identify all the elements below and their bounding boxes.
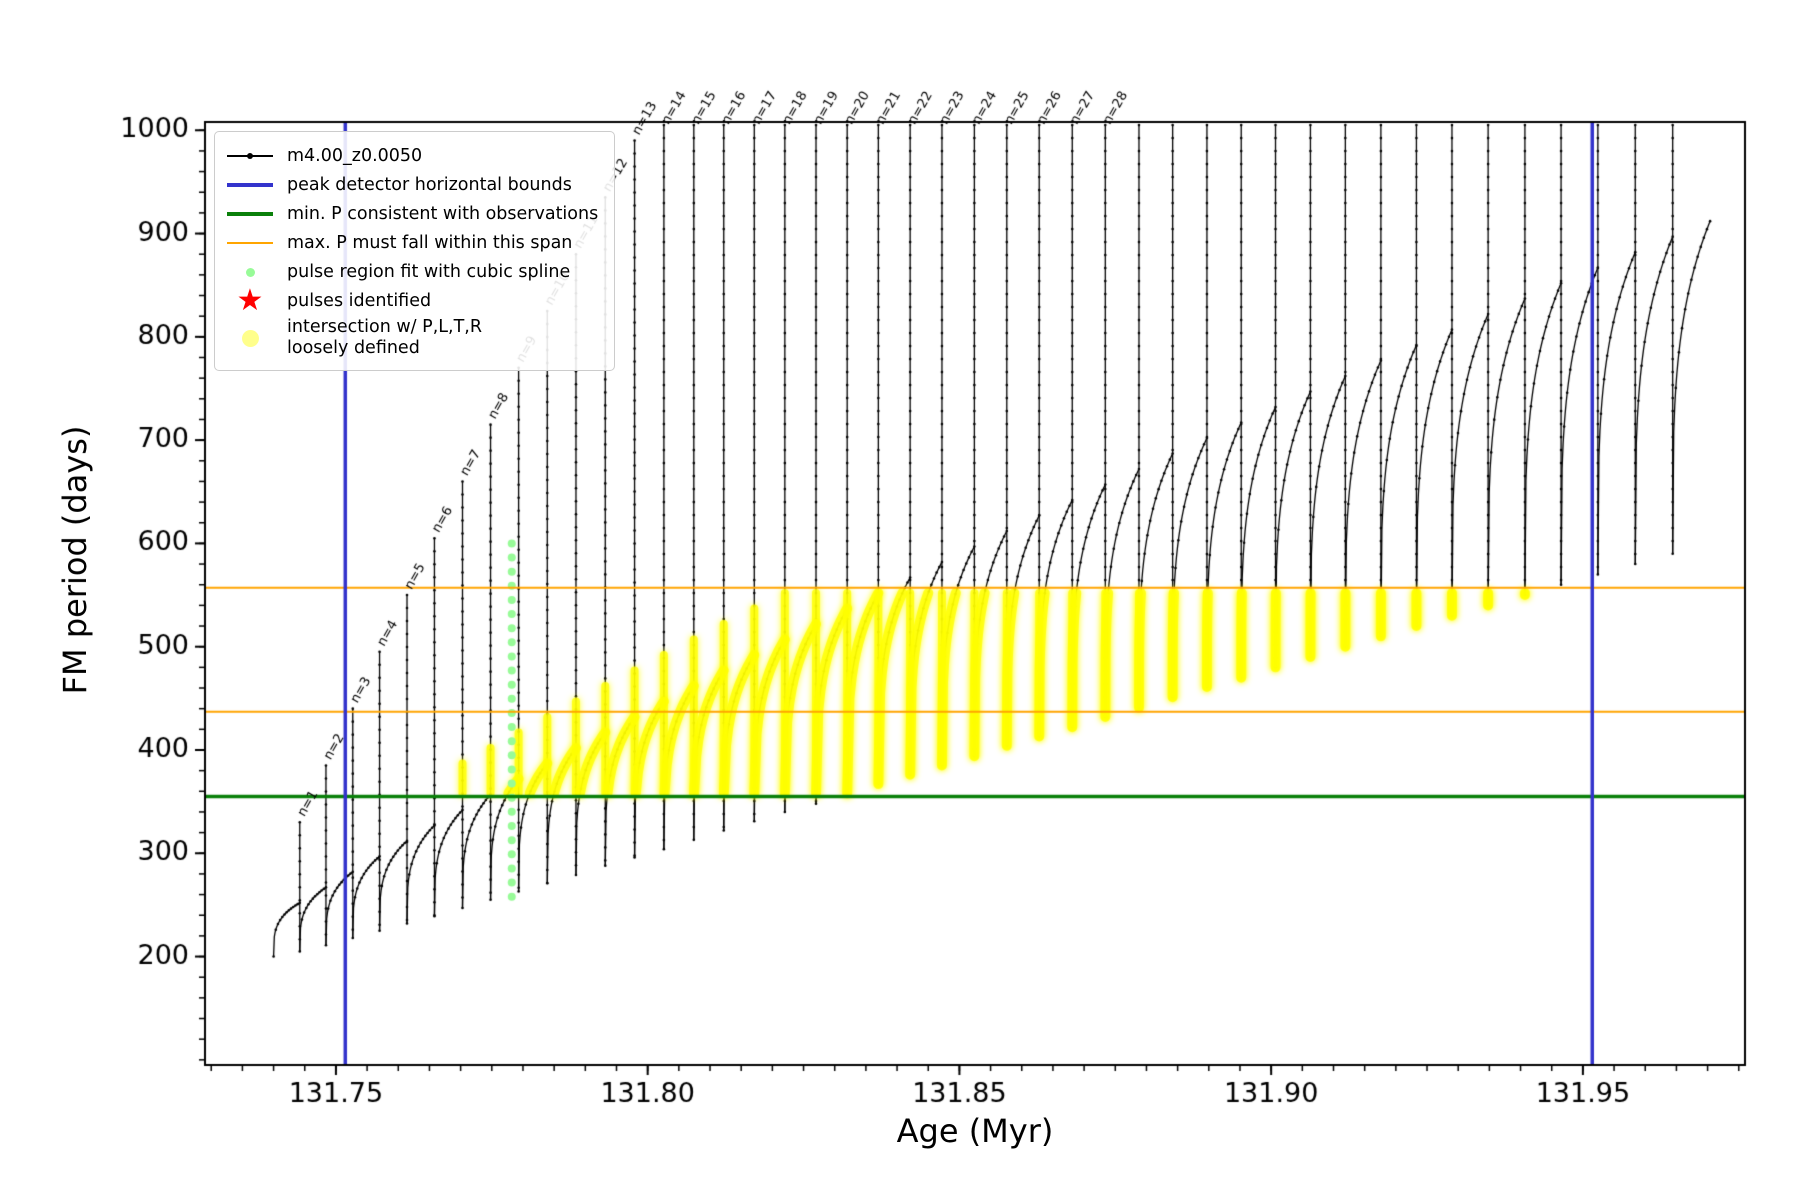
yellow-dot-swatch <box>227 325 273 351</box>
legend-item-label: peak detector horizontal bounds <box>287 174 572 195</box>
line-swatch-icon <box>227 183 273 187</box>
dot-marker-icon <box>241 329 259 347</box>
legend-item-label: pulse region fit with cubic spline <box>287 261 571 282</box>
legend-item-label: m4.00_z0.0050 <box>287 145 423 166</box>
y-axis-label: FM period (days) <box>56 425 94 695</box>
blue-line-swatch <box>227 172 273 198</box>
legend-item-series: m4.00_z0.0050 <box>227 143 598 169</box>
orange-line-swatch <box>227 230 273 256</box>
star-icon: ★ <box>236 283 264 318</box>
legend-item-pulses: ★ pulses identified <box>227 283 598 318</box>
legend-item-min-p: min. P consistent with observations <box>227 201 598 227</box>
series-line-swatch <box>227 143 273 169</box>
legend-item-label: intersection w/ P,L,T,R loosely defined <box>287 317 482 358</box>
legend-item-max-p: max. P must fall within this span <box>227 230 598 256</box>
line-swatch-icon <box>227 242 273 244</box>
legend-item-peak-bounds: peak detector horizontal bounds <box>227 172 598 198</box>
star-swatch: ★ <box>227 283 273 318</box>
legend-item-label: min. P consistent with observations <box>287 203 599 224</box>
legend: m4.00_z0.0050 peak detector horizontal b… <box>214 131 616 371</box>
x-axis-label: Age (Myr) <box>896 1112 1054 1150</box>
dot-marker-icon <box>247 153 253 159</box>
dot-marker-icon <box>245 267 255 277</box>
green-line-swatch <box>227 201 273 227</box>
legend-item-label: max. P must fall within this span <box>287 232 573 253</box>
legend-item-label: pulses identified <box>287 290 432 311</box>
green-dot-swatch <box>227 259 273 285</box>
legend-item-spline: pulse region fit with cubic spline <box>227 259 598 285</box>
legend-item-intersection: intersection w/ P,L,T,R loosely defined <box>227 317 598 359</box>
line-swatch-icon <box>227 212 273 216</box>
